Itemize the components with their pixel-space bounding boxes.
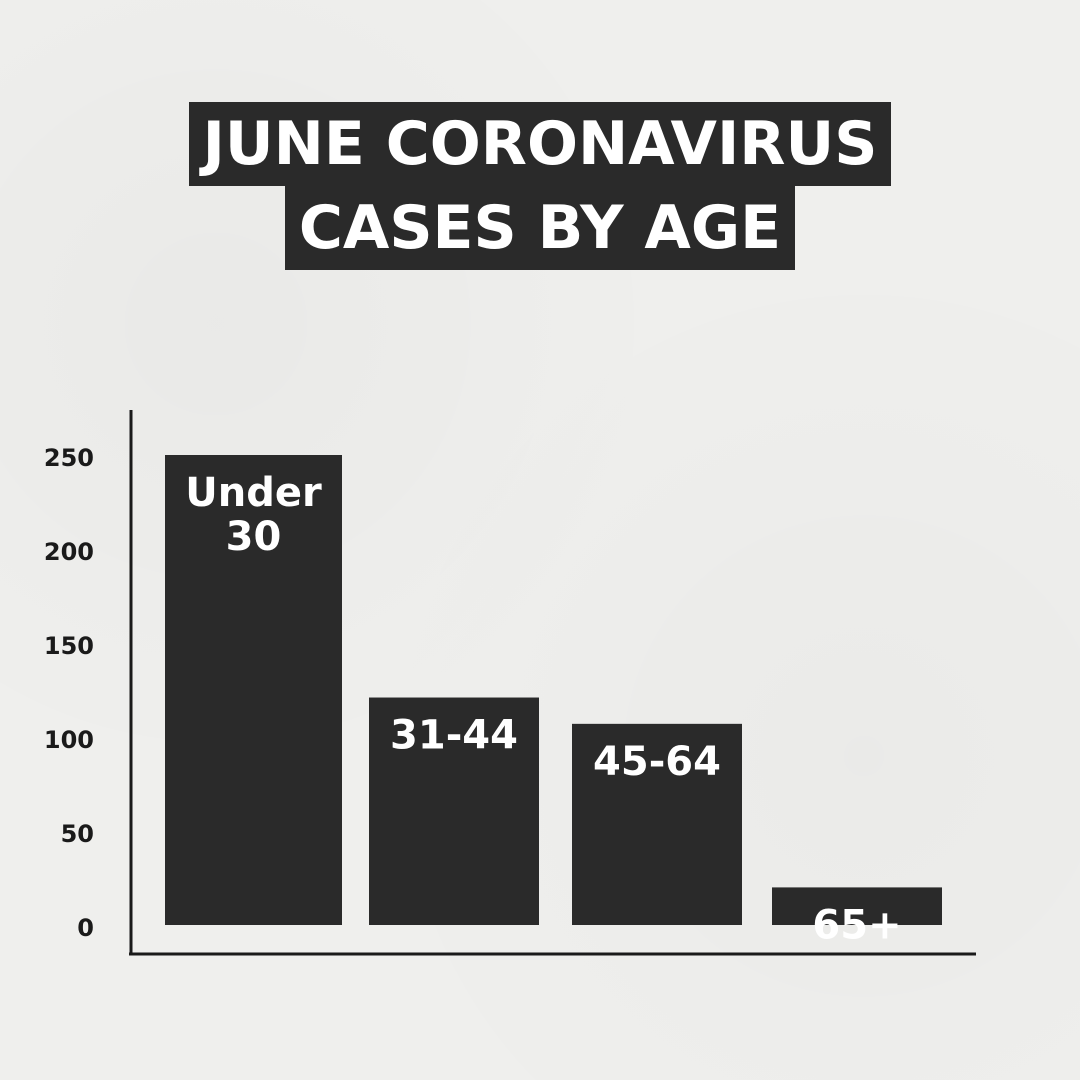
bar [772, 887, 942, 925]
chart-title-line-1: JUNE CORONAVIRUS [188, 102, 892, 186]
bar-label: 45-64 [593, 739, 721, 785]
bar-label: 31-44 [390, 713, 518, 759]
y-tick-label: 50 [61, 820, 94, 848]
chart-title: JUNE CORONAVIRUS CASES BY AGE [0, 102, 1080, 270]
bar [572, 723, 742, 925]
y-tick-label: 150 [44, 632, 94, 660]
chart-title-line-2: CASES BY AGE [284, 186, 796, 270]
y-tick-label: 0 [77, 914, 94, 942]
bar-label: Under [185, 470, 322, 516]
y-tick-label: 100 [44, 726, 94, 754]
y-tick-label: 200 [44, 538, 94, 566]
bar-label: 65+ [812, 902, 901, 948]
bar-label: 30 [226, 514, 282, 560]
y-tick-labels: 0 50 100 150 200 250 [44, 444, 94, 942]
bar [165, 455, 342, 925]
y-tick-label: 250 [44, 444, 94, 472]
bar [369, 697, 539, 925]
